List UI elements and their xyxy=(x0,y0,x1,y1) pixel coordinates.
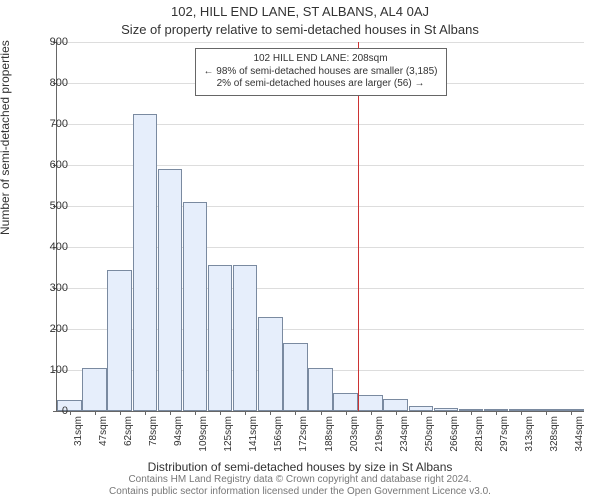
annotation-box: 102 HILL END LANE: 208sqm← 98% of semi-d… xyxy=(195,48,447,96)
y-axis-label: Number of semi-detached properties xyxy=(0,40,12,235)
x-tick-label: 172sqm xyxy=(298,416,309,452)
x-tick-label: 297sqm xyxy=(499,416,510,452)
x-tick-label: 219sqm xyxy=(374,416,385,452)
histogram-bar xyxy=(133,114,158,411)
x-tick-label: 203sqm xyxy=(349,416,360,452)
x-tick-label: 31sqm xyxy=(73,416,84,446)
histogram-bar xyxy=(308,368,333,411)
x-tick-mark xyxy=(170,411,171,415)
footer-line-1: Contains HM Land Registry data © Crown c… xyxy=(128,474,471,485)
histogram-bar xyxy=(258,317,283,411)
x-tick-mark xyxy=(195,411,196,415)
x-tick-mark xyxy=(95,411,96,415)
histogram-bar xyxy=(333,393,358,411)
histogram-bar xyxy=(107,270,132,411)
x-tick-mark xyxy=(396,411,397,415)
plot-area: 102 HILL END LANE: 208sqm← 98% of semi-d… xyxy=(56,42,584,412)
y-tick-label: 400 xyxy=(28,241,68,253)
x-tick-mark xyxy=(571,411,572,415)
annotation-line: ← 98% of semi-detached houses are smalle… xyxy=(204,66,438,79)
x-tick-mark xyxy=(421,411,422,415)
histogram-bar xyxy=(283,343,308,411)
x-tick-mark xyxy=(371,411,372,415)
chart-container: 102, HILL END LANE, ST ALBANS, AL4 0AJ S… xyxy=(0,0,600,500)
y-tick-label: 800 xyxy=(28,77,68,89)
x-tick-label: 78sqm xyxy=(148,416,159,446)
x-tick-label: 188sqm xyxy=(324,416,335,452)
histogram-bar xyxy=(383,399,408,411)
y-tick-label: 600 xyxy=(28,159,68,171)
x-tick-label: 109sqm xyxy=(198,416,209,452)
y-tick-label: 100 xyxy=(28,364,68,376)
x-tick-label: 94sqm xyxy=(173,416,184,446)
x-tick-mark xyxy=(270,411,271,415)
x-tick-label: 47sqm xyxy=(98,416,109,446)
x-tick-label: 141sqm xyxy=(248,416,259,452)
histogram-bar xyxy=(358,395,383,411)
histogram-bar xyxy=(233,265,258,411)
histogram-bar xyxy=(183,202,208,411)
y-tick-label: 0 xyxy=(28,405,68,417)
annotation-line: 102 HILL END LANE: 208sqm xyxy=(204,53,438,66)
x-tick-label: 266sqm xyxy=(449,416,460,452)
annotation-line: 2% of semi-detached houses are larger (5… xyxy=(204,78,438,91)
x-tick-mark xyxy=(245,411,246,415)
x-tick-label: 62sqm xyxy=(123,416,134,446)
y-tick-label: 300 xyxy=(28,282,68,294)
y-tick-label: 900 xyxy=(28,36,68,48)
x-tick-label: 281sqm xyxy=(474,416,485,452)
x-tick-mark xyxy=(346,411,347,415)
y-tick-label: 700 xyxy=(28,118,68,130)
x-tick-mark xyxy=(295,411,296,415)
x-tick-mark xyxy=(145,411,146,415)
x-tick-label: 344sqm xyxy=(574,416,585,452)
histogram-bar xyxy=(158,169,183,411)
x-tick-label: 250sqm xyxy=(424,416,435,452)
x-tick-mark xyxy=(496,411,497,415)
marker-line xyxy=(358,42,359,411)
x-tick-mark xyxy=(446,411,447,415)
x-tick-mark xyxy=(70,411,71,415)
x-axis-label: Distribution of semi-detached houses by … xyxy=(0,460,600,474)
histogram-bar xyxy=(208,265,233,411)
x-tick-mark xyxy=(471,411,472,415)
chart-title-main: 102, HILL END LANE, ST ALBANS, AL4 0AJ xyxy=(0,4,600,19)
x-tick-mark xyxy=(120,411,121,415)
x-tick-mark xyxy=(321,411,322,415)
x-tick-mark xyxy=(521,411,522,415)
x-tick-label: 328sqm xyxy=(549,416,560,452)
histogram-bar xyxy=(82,368,107,411)
gridline-h xyxy=(57,42,584,43)
x-tick-label: 313sqm xyxy=(524,416,535,452)
chart-title-sub: Size of property relative to semi-detach… xyxy=(0,22,600,37)
x-tick-label: 234sqm xyxy=(399,416,410,452)
chart-footer: Contains HM Land Registry data © Crown c… xyxy=(0,474,600,498)
y-tick-label: 500 xyxy=(28,200,68,212)
x-tick-mark xyxy=(546,411,547,415)
x-tick-label: 125sqm xyxy=(223,416,234,452)
x-tick-label: 156sqm xyxy=(273,416,284,452)
x-tick-mark xyxy=(220,411,221,415)
footer-line-2: Contains public sector information licen… xyxy=(109,486,491,497)
y-tick-label: 200 xyxy=(28,323,68,335)
